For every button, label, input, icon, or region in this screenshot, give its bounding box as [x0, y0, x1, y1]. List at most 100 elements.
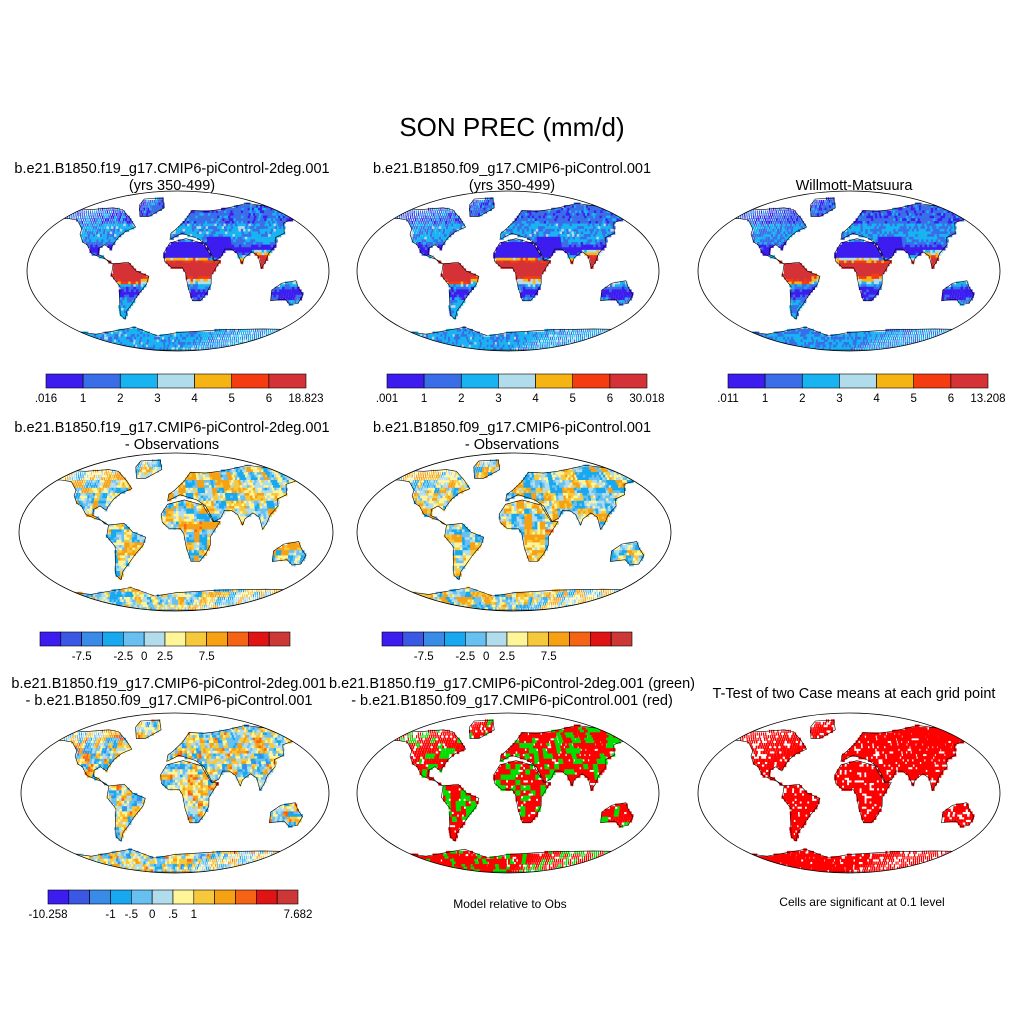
map-cell	[597, 215, 602, 219]
map-cell	[214, 239, 218, 243]
map-cell	[537, 255, 541, 259]
map-cell	[532, 334, 535, 338]
map-cell	[428, 218, 430, 222]
map-cell	[291, 210, 297, 214]
map-cell	[119, 310, 123, 314]
map-cell	[537, 226, 542, 230]
map-cell	[260, 257, 264, 261]
map-cell	[448, 265, 452, 269]
map-cell	[449, 231, 452, 235]
map-cell	[79, 213, 81, 217]
map-cell	[139, 328, 143, 333]
map-cell	[200, 268, 204, 272]
map-cell	[571, 223, 576, 227]
map-cell	[570, 344, 572, 348]
map-cell	[248, 342, 251, 346]
map-cell	[458, 271, 462, 275]
map-cell	[551, 336, 554, 340]
map-cell	[529, 215, 533, 219]
map-cell	[288, 339, 290, 343]
map-cell	[208, 344, 210, 348]
map-cell	[538, 268, 542, 272]
map-cell	[417, 339, 423, 343]
map-cell	[276, 342, 279, 346]
map-cell	[296, 300, 299, 304]
map-cell	[60, 213, 62, 217]
map-cell	[142, 331, 146, 335]
map-cell	[531, 213, 535, 217]
map-cell	[572, 213, 577, 217]
map-cell	[614, 334, 616, 338]
map-cell	[603, 228, 608, 233]
map-cell	[133, 273, 137, 277]
map-cell	[420, 339, 427, 343]
map-cell	[128, 273, 132, 277]
map-cell	[88, 342, 95, 346]
map-cell	[199, 215, 203, 219]
map-cell	[245, 221, 250, 225]
map-cell	[138, 336, 142, 340]
map-cell	[503, 249, 507, 254]
map-cell	[442, 223, 445, 227]
map-cell	[223, 223, 227, 227]
map-cell	[392, 328, 398, 333]
map-cell	[592, 218, 597, 222]
map-cell	[556, 226, 560, 230]
map-cell	[131, 297, 135, 301]
map-cell	[200, 294, 203, 298]
map-cell	[217, 255, 221, 259]
map-cell	[148, 199, 150, 204]
map-cell	[102, 231, 106, 235]
map-cell	[599, 215, 604, 219]
map-cell	[450, 273, 454, 277]
map-cell	[446, 223, 449, 227]
map-cell	[423, 242, 426, 246]
map-cell	[143, 207, 146, 211]
map-cell	[71, 342, 79, 346]
map-cell	[191, 215, 195, 219]
map-cell	[577, 226, 581, 230]
map-cell	[510, 260, 514, 264]
map-cell	[417, 210, 419, 214]
map-cell	[625, 215, 631, 219]
map-cell	[527, 255, 531, 259]
map-cell	[262, 223, 267, 227]
map-cell	[121, 294, 125, 298]
map-cell	[208, 334, 211, 338]
map-cell	[485, 342, 489, 346]
map-cell	[209, 236, 213, 240]
map-cell	[125, 226, 128, 230]
map-cell	[483, 199, 486, 204]
map-cell	[524, 210, 528, 214]
map-cell	[222, 210, 226, 214]
map-cell	[433, 342, 440, 346]
map-cell	[175, 244, 179, 248]
map-cell	[131, 292, 135, 296]
map-cell	[480, 336, 484, 340]
map-cell	[220, 221, 225, 225]
map-cell	[255, 213, 260, 217]
map-cell	[574, 247, 578, 251]
map-cell	[566, 344, 568, 348]
map-cell	[440, 228, 443, 233]
map-cell	[89, 239, 92, 243]
map-cell	[530, 247, 534, 251]
map-cell	[210, 339, 213, 343]
map-cell	[188, 265, 192, 269]
map-cell	[284, 289, 287, 293]
map-cell	[476, 336, 480, 340]
map-cell	[287, 281, 291, 285]
map-cell	[482, 336, 486, 340]
map-cell	[244, 247, 248, 251]
map-cell	[202, 342, 204, 346]
map-cell	[579, 249, 583, 254]
map-cell	[574, 236, 579, 240]
map-cell	[76, 344, 86, 348]
map-cell	[103, 215, 106, 219]
map-cell	[175, 249, 179, 254]
map-cell	[79, 334, 85, 338]
map-cell	[573, 221, 577, 225]
map-cell	[576, 223, 580, 227]
map-cell	[520, 284, 524, 288]
map-cell	[450, 278, 454, 283]
